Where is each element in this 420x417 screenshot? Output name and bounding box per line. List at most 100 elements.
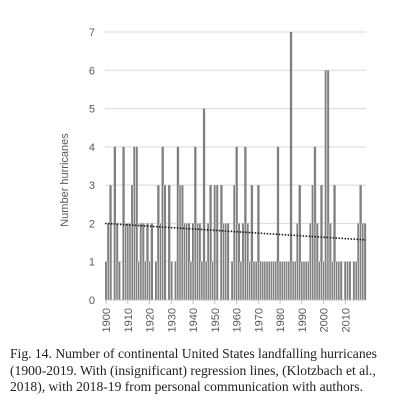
bar <box>337 261 341 300</box>
bar <box>137 261 140 300</box>
bar <box>272 261 275 300</box>
bar <box>302 261 306 300</box>
bar <box>300 261 304 300</box>
bar <box>109 185 112 300</box>
bar <box>322 261 325 300</box>
bar <box>161 146 164 300</box>
bar <box>324 70 327 301</box>
x-tick-label: 1910 <box>123 308 135 332</box>
bar <box>211 261 214 300</box>
bar <box>320 185 323 300</box>
bar <box>185 223 188 300</box>
bar <box>326 70 330 301</box>
x-tick-label: 1960 <box>232 308 244 332</box>
bar <box>318 261 321 300</box>
y-tick-label: 0 <box>89 295 95 307</box>
bar <box>213 185 217 300</box>
bar <box>226 223 230 300</box>
bar <box>311 185 314 300</box>
y-tick-label: 5 <box>89 104 95 116</box>
bar <box>255 261 258 300</box>
bar <box>141 223 145 300</box>
hurricane-bar-chart: 0 1 2 3 4 5 6 7 1900 1910 1920 1930 1940 1950 1960 197… <box>59 27 367 332</box>
bar <box>239 261 243 300</box>
bar <box>144 261 147 300</box>
bar <box>248 261 251 300</box>
bar <box>105 261 108 300</box>
bar <box>178 185 182 300</box>
bar <box>355 261 358 300</box>
bar <box>259 261 262 300</box>
y-tick-label: 4 <box>89 142 95 154</box>
bar <box>274 261 277 300</box>
bar <box>352 261 356 300</box>
bar <box>183 223 186 300</box>
y-tick-label: 2 <box>89 218 95 230</box>
bar <box>361 223 364 300</box>
bars <box>105 32 367 301</box>
bar <box>265 261 269 300</box>
x-tick-labels: 1900 1910 1920 1930 1940 1950 1960 1970 1980 1990… <box>101 308 352 332</box>
bar <box>181 185 184 300</box>
bar <box>279 261 282 300</box>
bar <box>205 261 208 300</box>
bar <box>244 146 247 300</box>
bar <box>198 223 201 300</box>
bar <box>359 185 362 300</box>
y-tick-label: 7 <box>89 27 95 39</box>
bar <box>139 223 143 300</box>
bar <box>276 146 280 300</box>
bar <box>207 223 210 300</box>
bar <box>270 261 273 300</box>
bar <box>294 261 297 300</box>
bar <box>133 146 136 300</box>
bar <box>285 261 288 300</box>
bar <box>150 223 153 300</box>
bar <box>363 223 367 300</box>
bar <box>263 261 267 300</box>
bar <box>157 185 160 300</box>
y-tick-label: 1 <box>89 257 95 269</box>
bar <box>231 261 234 300</box>
bar <box>233 185 236 300</box>
bar <box>128 223 132 300</box>
x-tick-label: 1900 <box>101 308 113 332</box>
bar <box>192 223 195 300</box>
bar <box>346 261 349 300</box>
bar <box>163 185 167 300</box>
bar <box>315 223 319 300</box>
bar <box>261 261 264 300</box>
bar <box>339 261 343 300</box>
bar <box>159 223 162 300</box>
bar <box>331 261 334 300</box>
bar <box>168 185 171 300</box>
bar <box>176 146 180 300</box>
y-tick-label: 6 <box>89 65 95 77</box>
bar <box>107 223 110 300</box>
bar <box>348 261 351 300</box>
bar <box>268 261 271 300</box>
bar <box>242 223 245 300</box>
bar <box>196 223 199 300</box>
bar <box>313 146 317 300</box>
bar <box>122 146 125 300</box>
y-tick-label: 3 <box>89 180 95 192</box>
x-axis <box>105 299 366 304</box>
bar <box>146 223 149 300</box>
bar <box>333 185 336 300</box>
bar <box>115 223 119 300</box>
bar <box>194 146 197 300</box>
figure-caption: Fig. 14. Number of continental United St… <box>10 346 377 394</box>
bar <box>287 261 291 300</box>
x-tick-label: 1990 <box>297 308 309 332</box>
x-tick-label: 1920 <box>145 308 157 332</box>
bar <box>298 185 301 300</box>
bar <box>309 223 312 300</box>
bar <box>135 146 138 300</box>
bar <box>246 223 249 300</box>
x-tick-label: 1980 <box>275 308 287 332</box>
x-tick-label: 2010 <box>340 308 352 332</box>
x-tick-label: 1970 <box>253 308 265 332</box>
x-tick-label: 1930 <box>166 308 178 332</box>
bar <box>189 261 193 300</box>
